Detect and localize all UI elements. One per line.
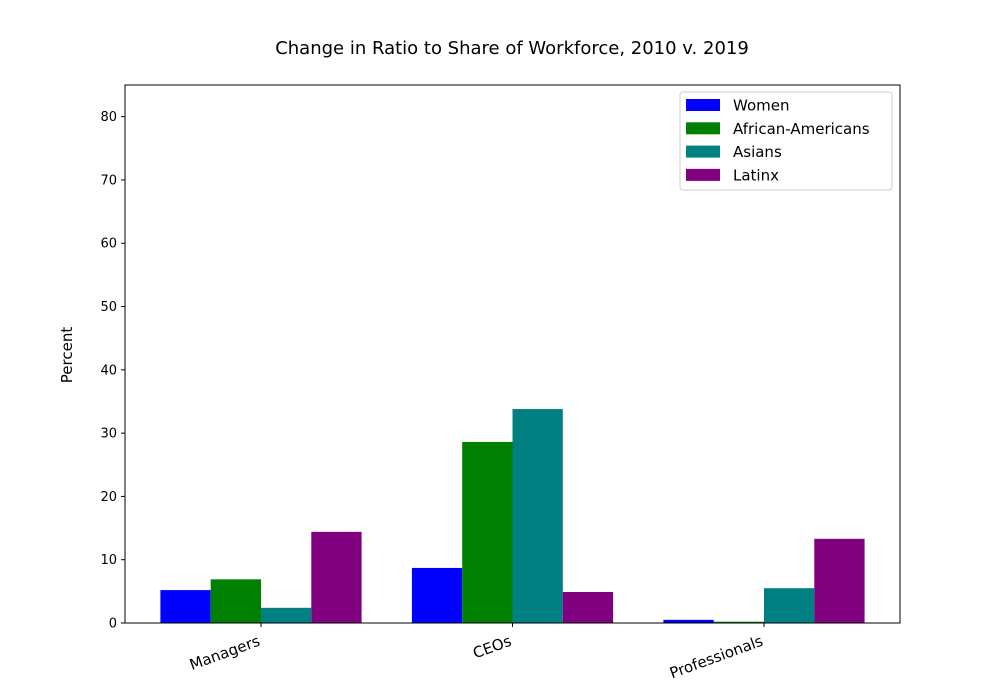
bar-asians-managers [261,607,312,623]
legend-box [679,91,893,191]
bar-african-americans-ceos [462,441,513,623]
legend: Women African-Americans Asians Latinx [679,91,893,191]
y-tick-label: 60 [100,237,117,252]
legend-swatch-asians [686,145,720,158]
y-axis-label: Percent [58,327,76,384]
bar-women-managers [160,590,211,623]
legend-label-african-americans: African-Americans [733,120,870,138]
bar-african-americans-managers [210,579,261,623]
legend-label-women: Women [733,97,789,115]
x-tick-label-managers: Managers [187,632,262,674]
bar-african-americans-professionals [713,621,764,623]
legend-swatch-women [686,99,720,111]
chart-title: Change in Ratio to Share of Workforce, 2… [275,38,749,59]
legend-swatch-latinx [686,168,720,181]
y-tick-label: 10 [100,553,117,568]
legend-label-latinx: Latinx [733,166,779,184]
y-tick-label: 80 [100,110,117,125]
y-tick-label: 50 [100,300,117,315]
bars-layer [160,409,865,623]
bar-women-professionals [663,619,714,623]
x-tick-label-ceos: CEOs [471,632,515,663]
bar-asians-ceos [512,409,563,623]
legend-swatch-african-americans [686,122,720,135]
y-tick-label: 0 [109,617,117,632]
y-tick-label: 20 [100,490,117,505]
bar-latinx-professionals [814,538,865,623]
x-tick-label-professionals: Professionals [667,632,765,682]
bar-women-ceos [411,567,463,623]
legend-label-asians: Asians [733,143,782,161]
bar-latinx-managers [311,531,362,623]
y-tick-label: 70 [100,173,117,188]
y-tick-label: 40 [100,363,117,378]
bar-latinx-ceos [562,591,614,623]
y-tick-label: 30 [100,427,117,442]
bar-asians-professionals [764,588,815,623]
